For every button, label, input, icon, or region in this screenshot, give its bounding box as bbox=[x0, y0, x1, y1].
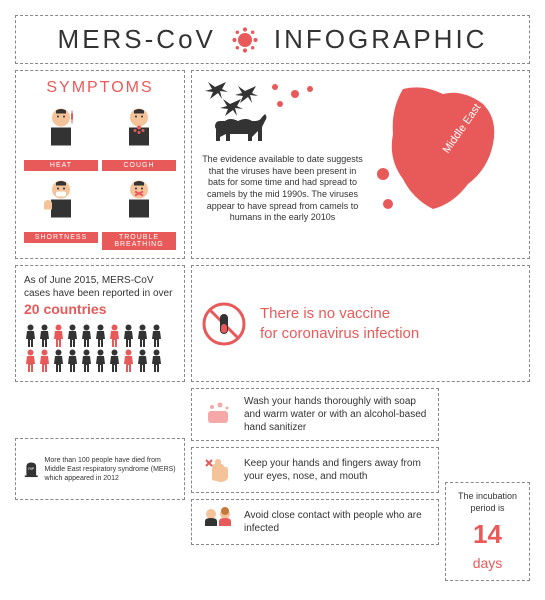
no-vaccine-icon bbox=[200, 300, 248, 348]
origin-text: The evidence available to date suggests … bbox=[200, 154, 365, 224]
title-right: INFOGRAPHIC bbox=[274, 24, 488, 55]
incubation-panel: The incubation period is 14 days bbox=[445, 482, 530, 581]
person-icon bbox=[38, 349, 51, 373]
symptom-person-icon bbox=[34, 175, 89, 225]
symptoms-panel: SYMPTOMS HEAT COUGH SHORTNESS TROUBLE BREAT… bbox=[15, 70, 185, 259]
tip-text: Wash your hands thoroughly with soap and… bbox=[244, 395, 428, 434]
person-icon bbox=[108, 324, 121, 348]
person-icon bbox=[122, 324, 135, 348]
person-icon bbox=[136, 324, 149, 348]
hand-icon bbox=[202, 454, 234, 486]
symptom-item: HEAT bbox=[24, 103, 98, 171]
person-icon bbox=[66, 324, 79, 348]
tip-text: Avoid close contact with people who are … bbox=[244, 509, 428, 535]
person-icon bbox=[94, 349, 107, 373]
person-icon bbox=[94, 324, 107, 348]
bats-camel-icon bbox=[200, 79, 365, 149]
soap-icon bbox=[202, 399, 234, 431]
incubation-number: 14 bbox=[452, 519, 523, 550]
title-left: MERS-CoV bbox=[58, 24, 216, 55]
map-area: Middle East bbox=[373, 79, 503, 250]
svg-text:RIP: RIP bbox=[28, 467, 35, 471]
person-icon bbox=[108, 349, 121, 373]
symptom-label: TROUBLE BREATHING bbox=[102, 232, 176, 250]
person-icon bbox=[80, 324, 93, 348]
person-icon bbox=[24, 324, 37, 348]
person-icon bbox=[38, 324, 51, 348]
middle-east-map: Middle East bbox=[373, 79, 503, 229]
vaccine-panel: There is no vaccinefor coronavirus infec… bbox=[191, 265, 530, 382]
tip-panel: Keep your hands and fingers away from yo… bbox=[191, 447, 439, 493]
person-icon bbox=[80, 349, 93, 373]
tombstone-icon: RIP bbox=[24, 449, 39, 489]
tip-text: Keep your hands and fingers away from yo… bbox=[244, 457, 428, 483]
person-icon bbox=[52, 349, 65, 373]
countries-text: As of June 2015, MERS-CoV cases have bee… bbox=[24, 274, 176, 318]
tips-column: Wash your hands thoroughly with soap and… bbox=[191, 388, 439, 581]
symptom-label: HEAT bbox=[24, 160, 98, 171]
origin-panel: The evidence available to date suggests … bbox=[191, 70, 530, 259]
infographic-container: MERS-CoV INFOGRAPHIC SYMPTOMS HEATCOUGHS… bbox=[15, 15, 530, 585]
symptom-item: TROUBLE BREATHING bbox=[102, 175, 176, 250]
person-icon bbox=[122, 349, 135, 373]
avoid-icon bbox=[202, 506, 234, 538]
person-icon bbox=[150, 349, 163, 373]
symptoms-grid: HEAT COUGH SHORTNESS TROUBLE BREATHING bbox=[24, 103, 176, 250]
person-icon bbox=[66, 349, 79, 373]
countries-panel: As of June 2015, MERS-CoV cases have bee… bbox=[15, 265, 185, 382]
people-grid bbox=[24, 324, 176, 373]
tip-panel: Avoid close contact with people who are … bbox=[191, 499, 439, 545]
person-icon bbox=[24, 349, 37, 373]
symptom-item: COUGH bbox=[102, 103, 176, 171]
symptom-item: SHORTNESS bbox=[24, 175, 98, 250]
symptom-person-icon bbox=[112, 175, 167, 225]
tip-panel: Wash your hands thoroughly with soap and… bbox=[191, 388, 439, 441]
virus-icon bbox=[231, 26, 259, 54]
person-icon bbox=[136, 349, 149, 373]
symptom-label: SHORTNESS bbox=[24, 232, 98, 243]
symptom-person-icon bbox=[112, 103, 167, 153]
symptom-label: COUGH bbox=[102, 160, 176, 171]
symptom-person-icon bbox=[34, 103, 89, 153]
person-icon bbox=[52, 324, 65, 348]
rip-text: More than 100 people have died from Midd… bbox=[45, 456, 176, 483]
symptoms-title: SYMPTOMS bbox=[24, 79, 176, 97]
person-icon bbox=[150, 324, 163, 348]
vaccine-text: There is no vaccinefor coronavirus infec… bbox=[260, 304, 419, 343]
incubation-prefix: The incubation period is bbox=[452, 491, 523, 514]
header: MERS-CoV INFOGRAPHIC bbox=[15, 15, 530, 64]
rip-panel: RIP More than 100 people have died from … bbox=[15, 438, 185, 500]
incubation-unit: days bbox=[452, 554, 523, 572]
